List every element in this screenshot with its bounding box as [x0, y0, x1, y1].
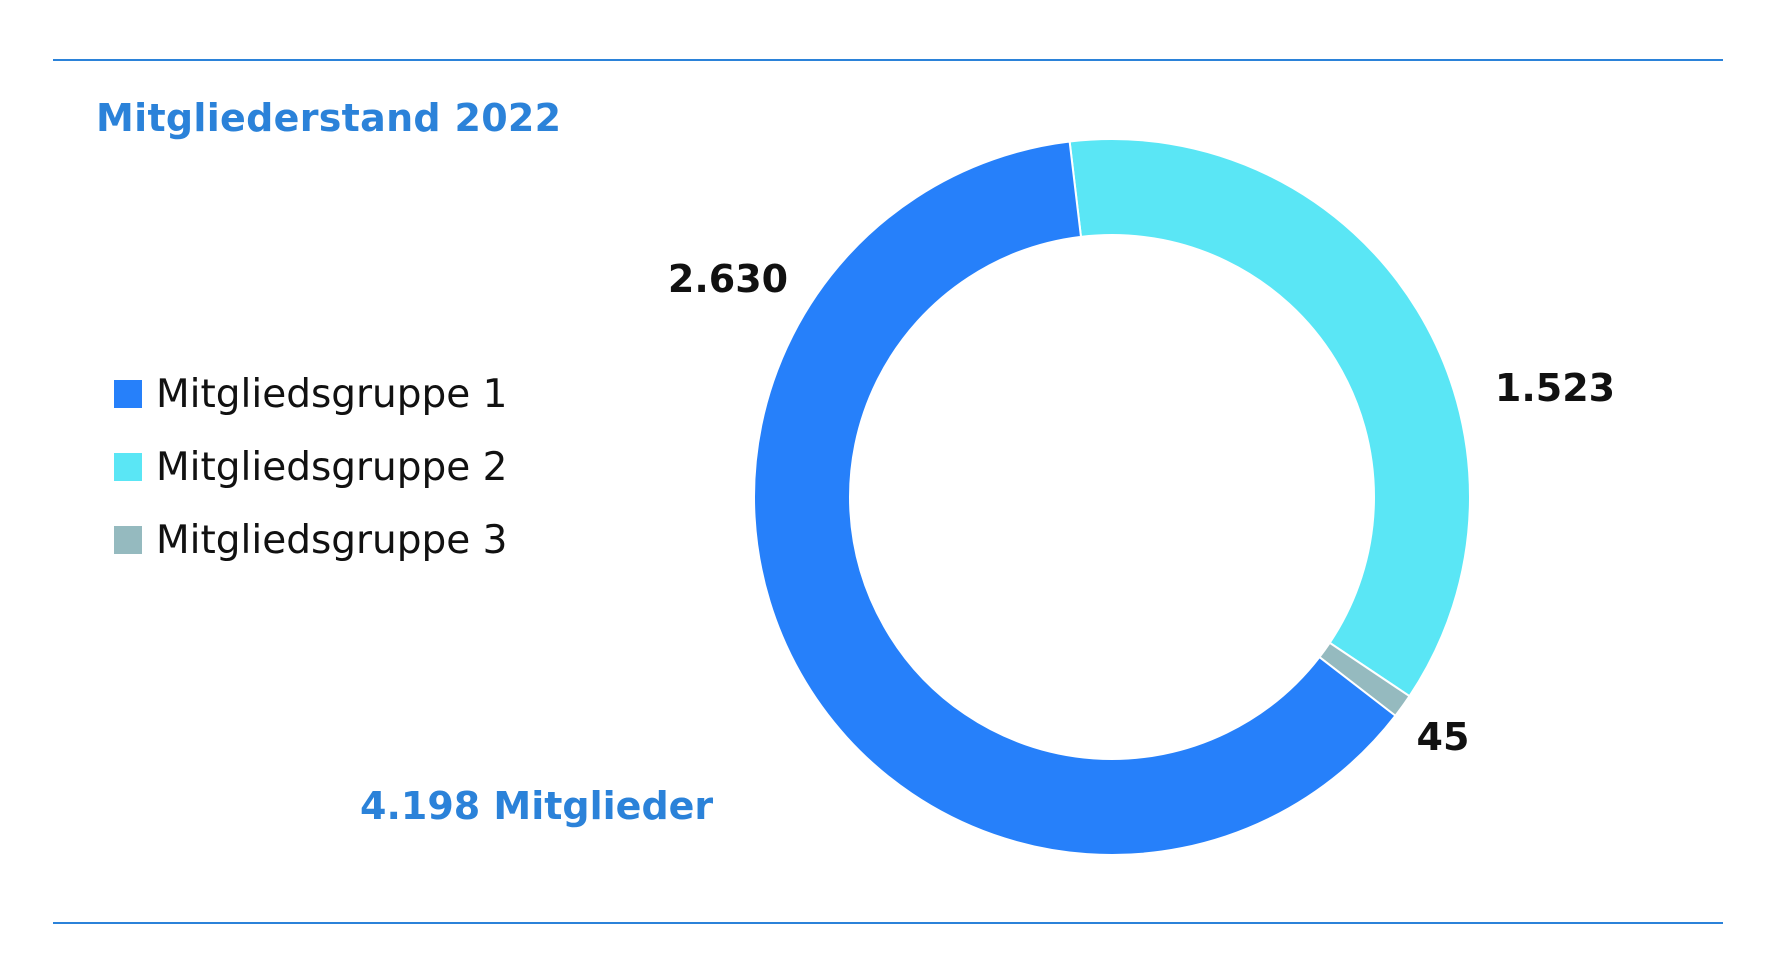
top-rule	[53, 59, 1723, 61]
legend-swatch-group-1	[114, 380, 142, 408]
legend: Mitgliedsgruppe 1 Mitgliedsgruppe 2 Mitg…	[114, 372, 508, 591]
legend-item-group-3: Mitgliedsgruppe 3	[114, 517, 508, 563]
legend-item-group-2: Mitgliedsgruppe 2	[114, 444, 508, 490]
total-members-label: 4.198 Mitglieder	[360, 784, 714, 828]
legend-swatch-group-3	[114, 526, 142, 554]
bottom-rule	[53, 922, 1723, 924]
data-label-group-3: 45	[1417, 715, 1470, 759]
data-label-group-2: 1.523	[1495, 366, 1615, 410]
data-label-group-1: 2.630	[668, 257, 788, 301]
donut-slice-group-1	[753, 140, 1397, 856]
legend-label-group-1: Mitgliedsgruppe 1	[156, 371, 508, 417]
legend-item-group-1: Mitgliedsgruppe 1	[114, 371, 508, 417]
legend-swatch-group-2	[114, 453, 142, 481]
chart-title: Mitgliederstand 2022	[96, 96, 562, 140]
legend-label-group-3: Mitgliedsgruppe 3	[156, 517, 508, 563]
legend-label-group-2: Mitgliedsgruppe 2	[156, 444, 508, 490]
donut-slice-group-2	[1068, 138, 1471, 698]
